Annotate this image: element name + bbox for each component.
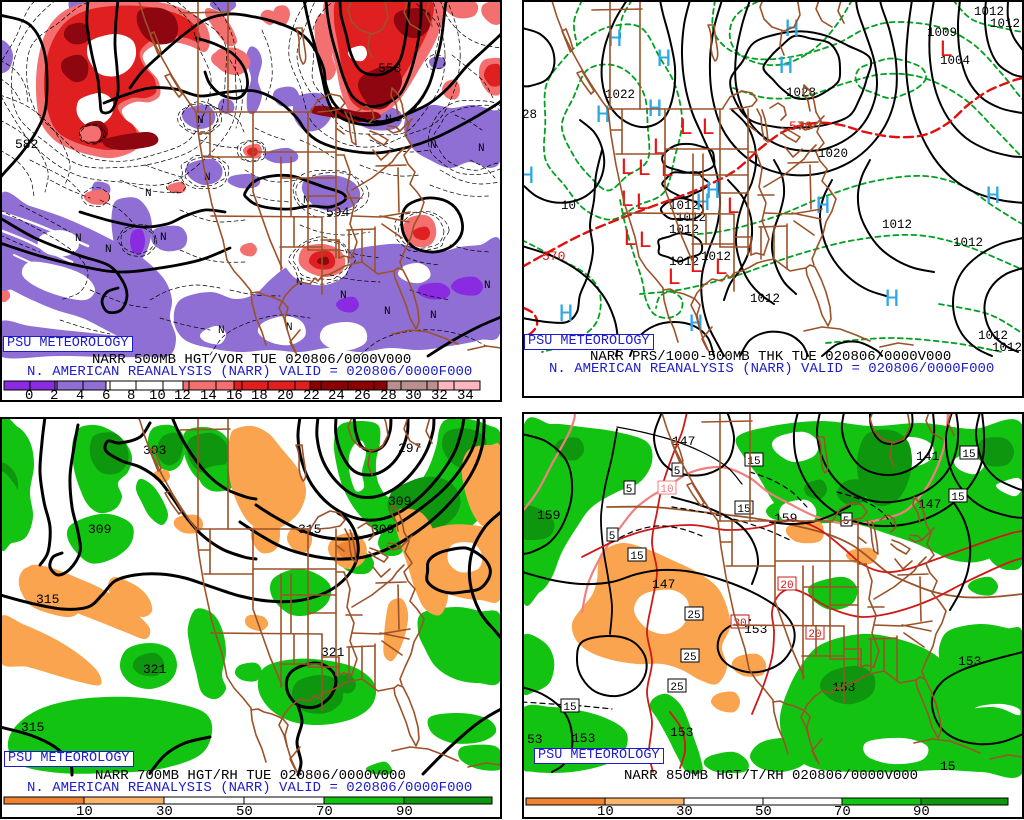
svg-text:321: 321 (143, 662, 167, 677)
svg-text:L: L (660, 157, 674, 183)
svg-text:20: 20 (808, 629, 821, 641)
svg-text:1012: 1012 (974, 5, 1004, 19)
svg-text:N: N (204, 172, 211, 184)
svg-text:15: 15 (962, 449, 975, 461)
svg-text:L: L (679, 115, 693, 141)
svg-text:1012: 1012 (676, 211, 706, 225)
svg-text:N: N (286, 322, 293, 334)
svg-text:25: 25 (687, 610, 700, 622)
svg-text:1020: 1020 (818, 147, 848, 161)
svg-text:15: 15 (563, 702, 576, 714)
svg-text:H: H (815, 192, 830, 221)
svg-text:H: H (884, 285, 899, 314)
svg-text:315: 315 (21, 720, 44, 735)
svg-text:N: N (105, 244, 112, 256)
svg-text:147: 147 (652, 577, 675, 592)
svg-text:1012: 1012 (669, 199, 699, 213)
svg-text:25: 25 (683, 652, 696, 664)
svg-text:L: L (620, 187, 634, 213)
svg-text:20: 20 (780, 580, 793, 592)
svg-text:N: N (384, 306, 391, 318)
svg-text:28: 28 (522, 108, 537, 122)
svg-text:L: L (638, 228, 652, 254)
svg-text:N: N (218, 325, 225, 337)
svg-text:309: 309 (371, 522, 394, 537)
svg-text:5: 5 (843, 516, 850, 528)
svg-text:1004: 1004 (940, 54, 970, 68)
svg-text:309: 309 (88, 522, 111, 537)
svg-text:H: H (522, 162, 535, 191)
svg-text:1012: 1012 (953, 236, 983, 250)
svg-text:N: N (160, 232, 167, 244)
svg-text:5: 5 (674, 466, 681, 478)
svg-text:297: 297 (398, 441, 421, 456)
svg-text:5: 5 (609, 531, 616, 543)
svg-text:N: N (430, 310, 437, 322)
svg-text:L: L (714, 255, 728, 281)
svg-text:558: 558 (378, 61, 401, 76)
svg-text:582: 582 (15, 137, 38, 152)
svg-text:1012: 1012 (750, 292, 780, 306)
svg-text:1012: 1012 (669, 223, 699, 237)
svg-text:H: H (688, 310, 703, 339)
svg-text:L: L (637, 156, 651, 182)
svg-text:141: 141 (916, 449, 940, 464)
svg-text:N: N (484, 280, 491, 292)
svg-text:1012: 1012 (992, 341, 1022, 355)
svg-text:H: H (558, 300, 573, 329)
svg-text:N: N (340, 290, 347, 302)
svg-text:H: H (607, 25, 622, 54)
svg-text:L: L (701, 115, 715, 141)
svg-text:153: 153 (670, 725, 693, 740)
svg-text:L: L (726, 194, 740, 220)
svg-text:1012: 1012 (882, 218, 912, 232)
svg-text:N: N (478, 143, 485, 155)
svg-text:309: 309 (388, 494, 411, 509)
svg-text:10: 10 (660, 484, 673, 496)
svg-text:147: 147 (918, 497, 941, 512)
svg-text:10: 10 (561, 199, 576, 213)
svg-text:15: 15 (951, 492, 964, 504)
svg-text:L: L (939, 37, 953, 63)
svg-text:N: N (430, 140, 437, 152)
svg-text:153: 153 (572, 731, 595, 746)
svg-text:L: L (635, 190, 649, 216)
svg-text:H: H (656, 45, 671, 74)
svg-text:5: 5 (626, 484, 633, 496)
svg-text:159: 159 (537, 508, 560, 523)
svg-text:594: 594 (326, 205, 350, 220)
svg-text:1012: 1012 (701, 250, 731, 264)
svg-text:53: 53 (527, 732, 543, 747)
svg-text:L: L (620, 155, 634, 181)
svg-text:1009: 1009 (927, 26, 957, 40)
svg-text:L: L (667, 265, 681, 291)
svg-text:1022: 1022 (605, 88, 635, 102)
svg-text:315: 315 (36, 592, 59, 607)
svg-text:N: N (75, 233, 82, 245)
svg-text:153: 153 (958, 654, 981, 669)
svg-text:N: N (145, 188, 152, 200)
svg-text:1012: 1012 (978, 329, 1008, 343)
svg-text:159: 159 (774, 511, 797, 526)
svg-text:15: 15 (630, 551, 643, 563)
svg-text:570: 570 (542, 249, 565, 264)
svg-text:1012: 1012 (990, 17, 1020, 31)
svg-text:25: 25 (670, 682, 683, 694)
svg-text:N: N (385, 114, 392, 126)
svg-text:N: N (303, 195, 310, 207)
svg-text:153: 153 (744, 622, 767, 637)
svg-text:15: 15 (940, 759, 956, 774)
svg-text:H: H (985, 182, 1000, 211)
svg-text:N: N (197, 115, 204, 127)
svg-text:H: H (778, 52, 793, 81)
svg-text:15: 15 (737, 504, 750, 516)
svg-text:H: H (705, 177, 720, 206)
